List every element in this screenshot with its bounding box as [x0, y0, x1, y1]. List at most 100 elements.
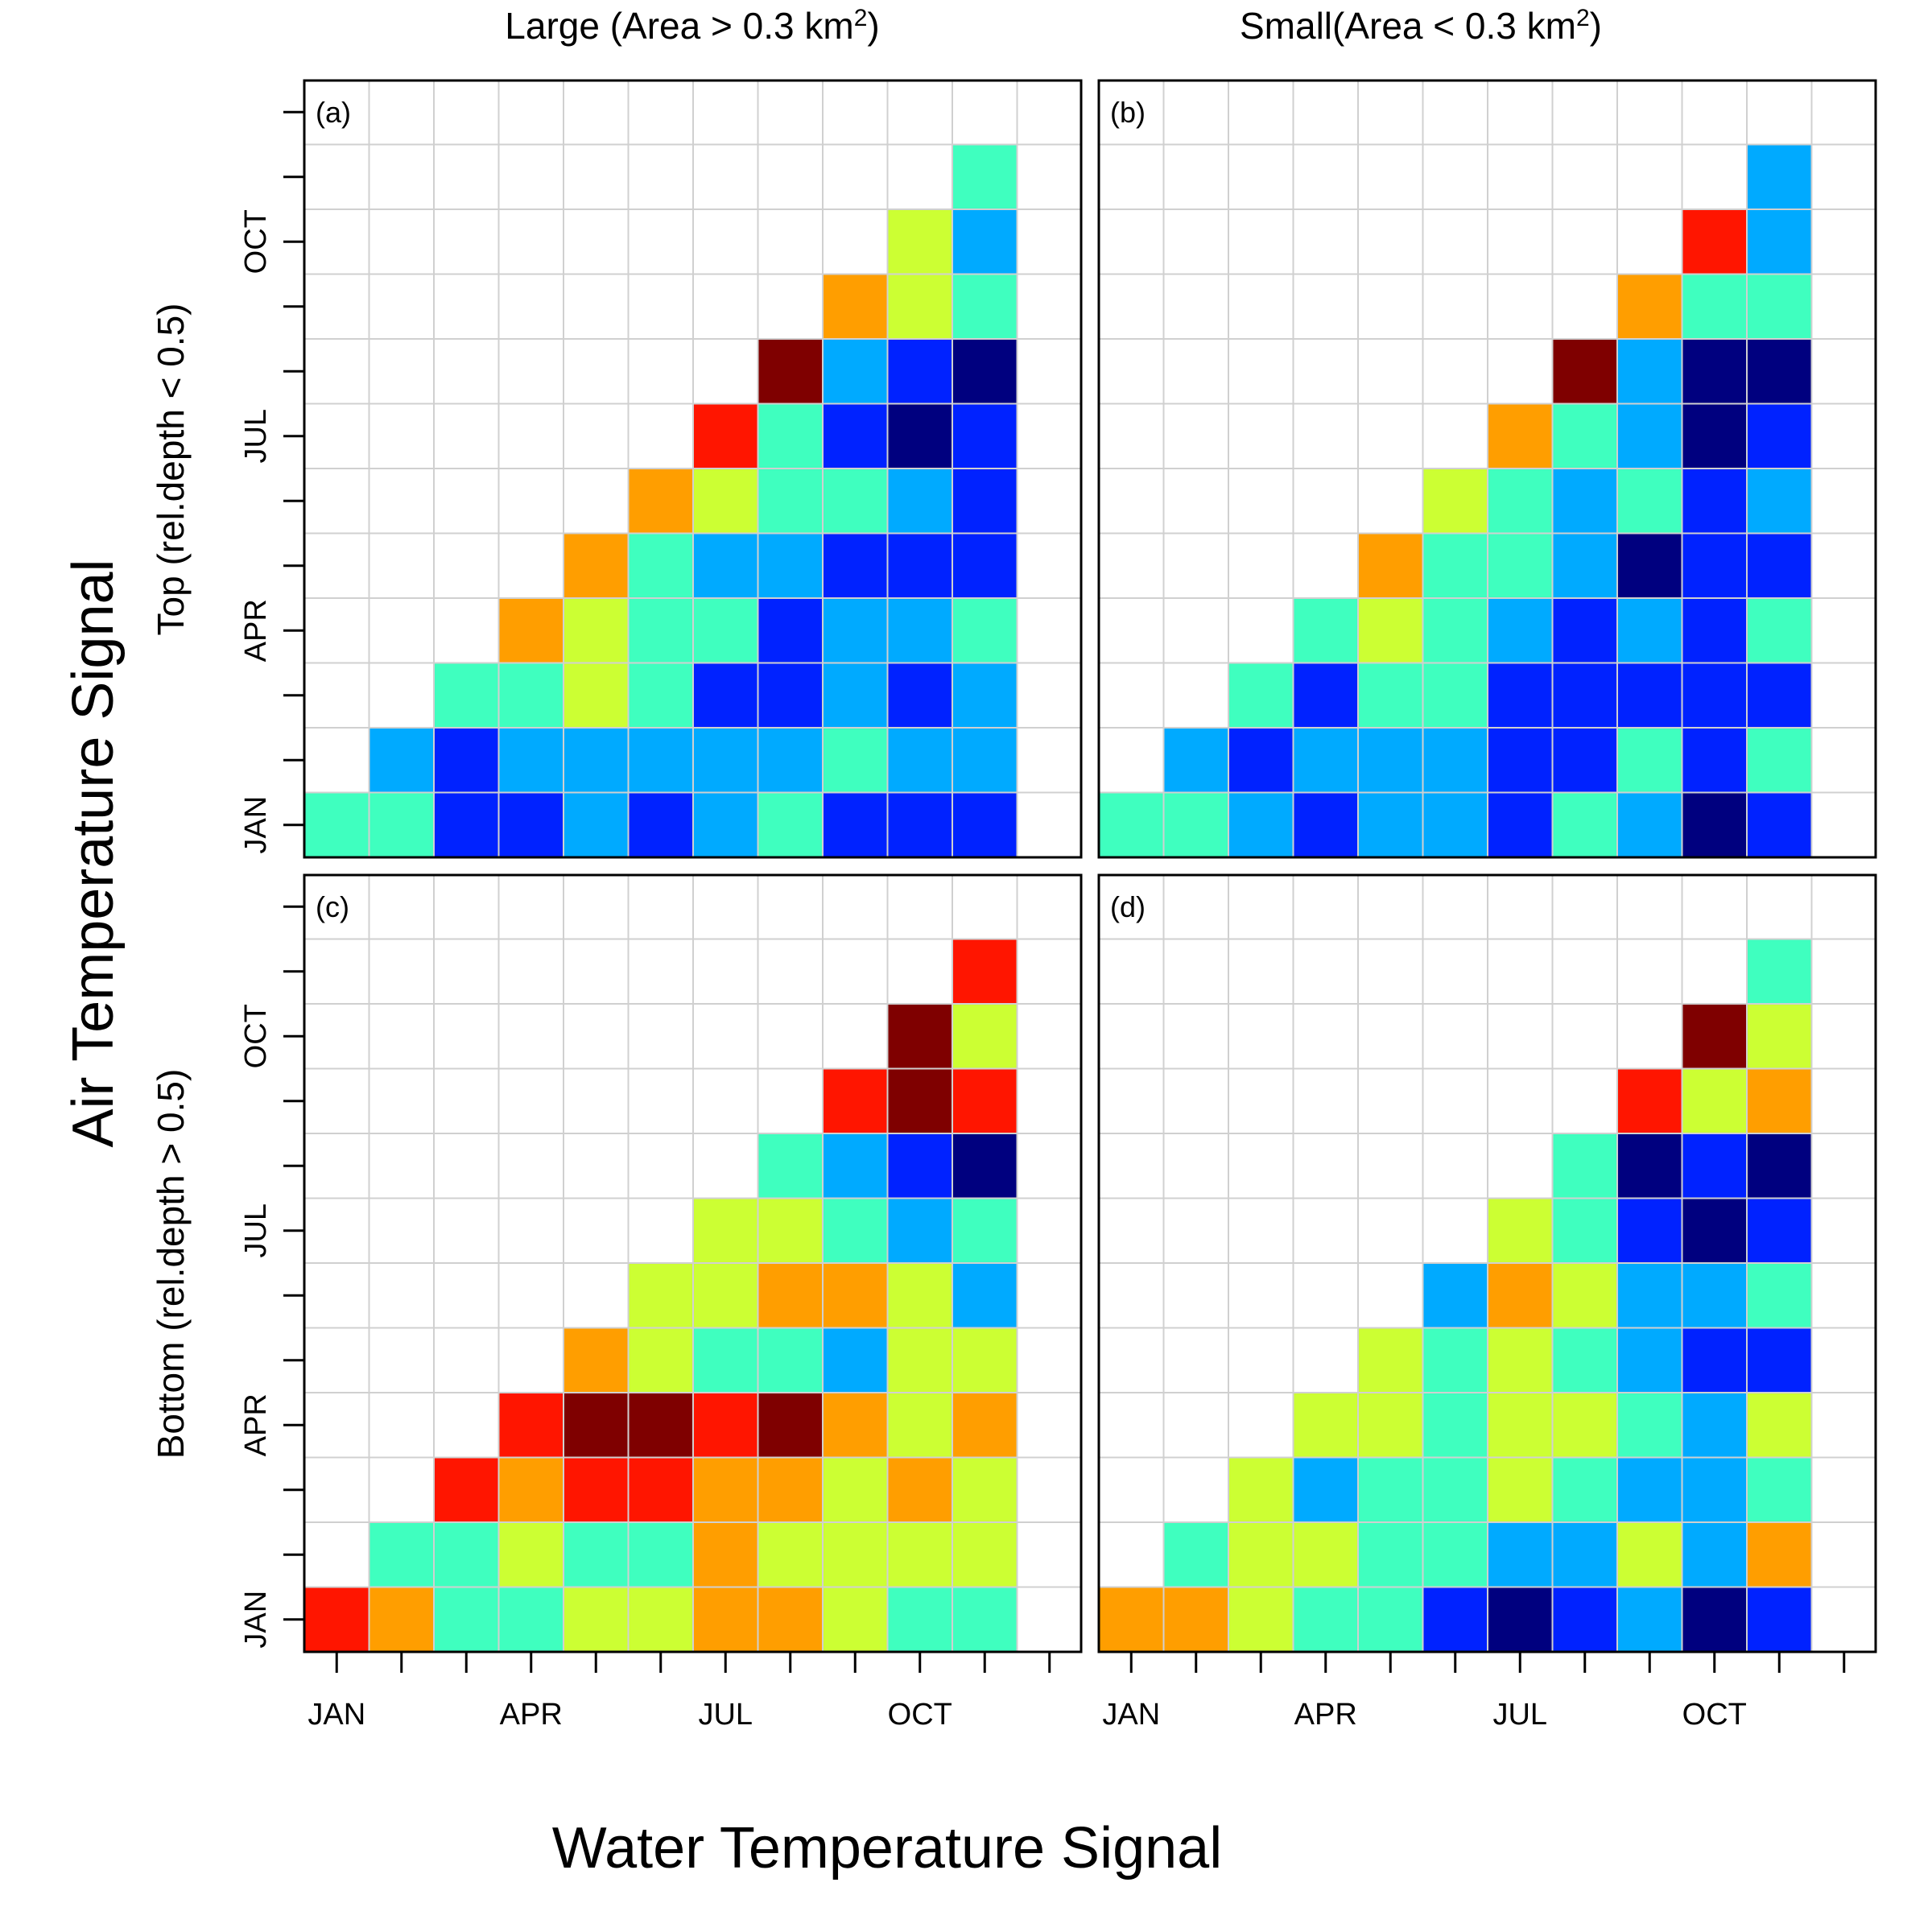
heatmap-cell — [692, 791, 759, 858]
heatmap-cell — [692, 662, 759, 729]
heatmap-cell — [952, 1197, 1018, 1264]
heatmap-cell — [627, 468, 694, 535]
heatmap-cell — [303, 1586, 370, 1653]
heatmap-cell — [1292, 597, 1359, 664]
heatmap-cell — [692, 1586, 759, 1653]
heatmap-cell — [1551, 1456, 1618, 1523]
heatmap-cell — [952, 727, 1018, 794]
heatmap-cell — [822, 662, 889, 729]
heatmap-cell — [1551, 338, 1618, 405]
heatmap-cell — [433, 662, 500, 729]
row-title-bottom: Bottom (rel.depth > 0.5) — [150, 1069, 192, 1459]
heatmap-cell — [1098, 791, 1165, 858]
panel-frame — [303, 873, 1083, 1653]
heatmap-cell — [1357, 727, 1424, 794]
heatmap-cell — [757, 1262, 824, 1329]
heatmap-cell — [1746, 662, 1813, 729]
y-tick-label: OCT — [239, 1004, 273, 1068]
heatmap-cell — [1746, 791, 1813, 858]
heatmap-cell — [822, 1133, 889, 1199]
heatmap-cell — [1681, 1327, 1748, 1393]
heatmap-cell — [1228, 1521, 1294, 1588]
heatmap-cell — [1616, 791, 1683, 858]
heatmap-cell — [757, 1133, 824, 1199]
heatmap-cell — [1487, 791, 1554, 858]
column-title-large: Large (Area > 0.3 km2) — [505, 5, 879, 47]
heatmap-cell — [1228, 727, 1294, 794]
heatmap-cell — [1228, 662, 1294, 729]
heatmap-cell — [1487, 1197, 1554, 1264]
heatmap-cell — [1616, 1456, 1683, 1523]
heatmap-cell — [1746, 1392, 1813, 1459]
heatmap-cell — [757, 532, 824, 599]
heatmap-cell — [1681, 273, 1748, 340]
heatmap-cell — [757, 468, 824, 535]
heatmap-cell — [433, 791, 500, 858]
heatmap-cell — [1551, 662, 1618, 729]
heatmap-cell — [1228, 791, 1294, 858]
heatmap-cell — [692, 532, 759, 599]
heatmap-cell — [1746, 1003, 1813, 1070]
heatmap-cell — [822, 727, 889, 794]
heatmap-cell — [1616, 532, 1683, 599]
heatmap-cell — [1357, 1521, 1424, 1588]
heatmap-cell — [1357, 662, 1424, 729]
heatmap-cell — [886, 1521, 953, 1588]
x-tick-label: APR — [1294, 1698, 1357, 1732]
heatmap-cell — [886, 338, 953, 405]
heatmap-cell — [886, 597, 953, 664]
panel-frame — [303, 79, 1083, 859]
heatmap-cell — [1357, 1586, 1424, 1653]
heatmap-cell — [1292, 1521, 1359, 1588]
heatmap-cell — [497, 727, 564, 794]
heatmap-cell — [368, 727, 435, 794]
heatmap-cell — [1487, 1327, 1554, 1393]
heatmap-cell — [1681, 532, 1748, 599]
heatmap-cell — [627, 1262, 694, 1329]
heatmap-cell — [1681, 791, 1748, 858]
heatmap-cell — [1616, 1067, 1683, 1134]
heatmap-cell — [1422, 791, 1488, 858]
heatmap-cell — [1681, 1262, 1748, 1329]
heatmap-cell — [1357, 1327, 1424, 1393]
heatmap-cell — [1422, 1327, 1488, 1393]
heatmap-cell — [1616, 662, 1683, 729]
heatmap-cell — [627, 727, 694, 794]
heatmap-cell — [1551, 597, 1618, 664]
heatmap-cell — [1681, 468, 1748, 535]
heatmap-cell — [368, 1586, 435, 1653]
heatmap-cell — [886, 662, 953, 729]
heatmap-cell — [1422, 1392, 1488, 1459]
x-tick-label: JAN — [308, 1698, 365, 1732]
heatmap-cell — [627, 791, 694, 858]
y-tick-label: JUL — [239, 1203, 273, 1258]
heatmap-cell — [1422, 727, 1488, 794]
heatmap-cell — [757, 791, 824, 858]
heatmap-cell — [497, 662, 564, 729]
heatmap-cell — [563, 791, 630, 858]
heatmap-cell — [952, 597, 1018, 664]
heatmap-cell — [1551, 402, 1618, 469]
heatmap-cell — [433, 1521, 500, 1588]
heatmap-cell — [1616, 1197, 1683, 1264]
x-tick-label: APR — [500, 1698, 563, 1732]
heatmap-cell — [886, 402, 953, 469]
heatmap-cell — [627, 532, 694, 599]
heatmap-cell — [886, 532, 953, 599]
heatmap-cell — [1292, 1392, 1359, 1459]
heatmap-cell — [822, 597, 889, 664]
heatmap-cell — [692, 1456, 759, 1523]
heatmap-cell — [886, 468, 953, 535]
heatmap-cell — [1098, 1586, 1165, 1653]
heatmap-cell — [886, 1003, 953, 1070]
heatmap-cell — [1487, 468, 1554, 535]
heatmap-cell — [1746, 338, 1813, 405]
heatmap-cell — [627, 1456, 694, 1523]
heatmap-cell — [1162, 1521, 1229, 1588]
heatmap-cell — [952, 1133, 1018, 1199]
y-tick-label: JAN — [239, 1591, 273, 1649]
heatmap-cell — [952, 532, 1018, 599]
heatmap-cell — [757, 1456, 824, 1523]
panel-label: (b) — [1110, 96, 1146, 129]
y-axis-title: Air Temperature Signal — [61, 559, 126, 1147]
